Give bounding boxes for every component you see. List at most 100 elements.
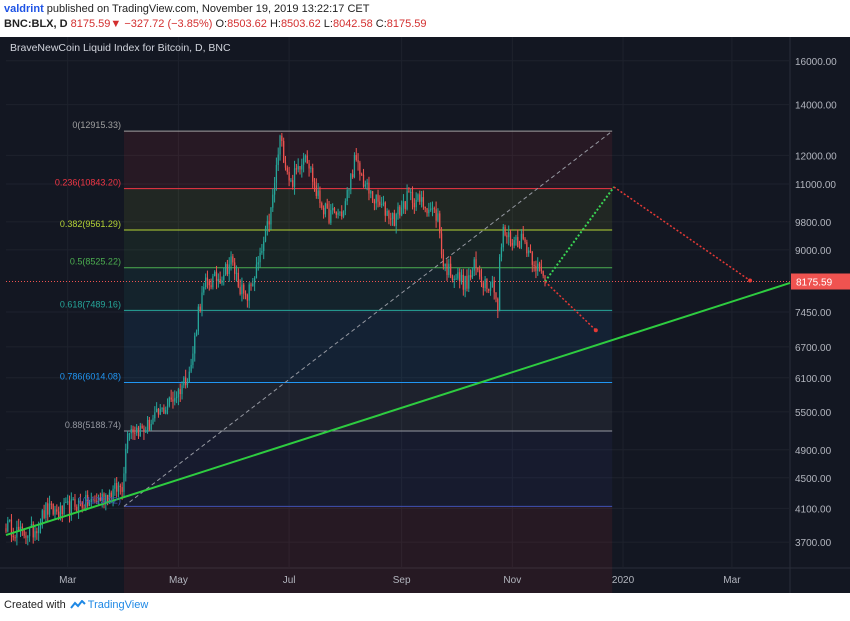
candle-body bbox=[194, 335, 196, 354]
chart-header: valdrint published on TradingView.com, N… bbox=[4, 2, 427, 32]
candle-body bbox=[493, 280, 495, 293]
candle-body bbox=[36, 531, 38, 534]
candle-body bbox=[284, 162, 287, 168]
candle-body bbox=[114, 483, 116, 489]
candle-body bbox=[464, 275, 466, 290]
candle-body bbox=[475, 259, 477, 268]
candle-body bbox=[346, 190, 348, 202]
fib-zone bbox=[123, 188, 613, 231]
candle-body bbox=[433, 208, 435, 210]
candle-body bbox=[283, 141, 285, 163]
candle-body bbox=[279, 135, 281, 155]
open-value: 8503.62 bbox=[227, 18, 267, 30]
candle-body bbox=[504, 226, 506, 236]
candle-body bbox=[266, 221, 268, 229]
publish-line: valdrint published on TradingView.com, N… bbox=[4, 2, 427, 17]
candle-body bbox=[431, 208, 434, 210]
candle-body bbox=[186, 382, 189, 386]
symbol-label: BNC:BLX, D bbox=[4, 18, 68, 30]
candle-body bbox=[215, 271, 218, 282]
created-with-label: Created with bbox=[4, 599, 66, 611]
candle-body bbox=[94, 500, 96, 502]
candle-body bbox=[272, 194, 274, 208]
candle-body bbox=[482, 282, 484, 288]
candle-body bbox=[27, 536, 29, 538]
candle-body bbox=[533, 264, 535, 266]
candle-body bbox=[397, 206, 399, 215]
price-tick-label: 4100.00 bbox=[795, 504, 832, 515]
fib-level-label: 0.236(10843.20) bbox=[55, 178, 121, 188]
candle-body bbox=[63, 502, 65, 515]
candle-body bbox=[130, 428, 132, 434]
candle-body bbox=[288, 171, 290, 181]
candle-body bbox=[426, 208, 428, 214]
candle-body bbox=[315, 185, 317, 196]
candle-body bbox=[518, 247, 521, 249]
candle-body bbox=[90, 498, 92, 503]
fib-level-label: 0.5(8525.22) bbox=[70, 257, 121, 267]
candle-body bbox=[459, 272, 461, 282]
candle-body bbox=[103, 493, 105, 503]
candle-body bbox=[43, 510, 45, 518]
close-label: C: bbox=[375, 18, 387, 30]
candle-body bbox=[529, 250, 532, 253]
price-chart[interactable]: 0(12915.33) 0.236(10843.20) 0.382(9561.29)… bbox=[0, 37, 850, 593]
price-tick-label: 12000.00 bbox=[795, 151, 837, 162]
tradingview-logo[interactable]: TradingView bbox=[69, 599, 149, 611]
candle-body bbox=[342, 210, 345, 217]
candle-body bbox=[30, 524, 33, 528]
candle-body bbox=[420, 197, 423, 202]
candle-body bbox=[181, 385, 183, 395]
candle-body bbox=[524, 238, 526, 243]
last-price: 8175.59 bbox=[70, 18, 111, 30]
candle-body bbox=[402, 201, 405, 208]
candle-body bbox=[508, 232, 510, 238]
fib-trend-line bbox=[123, 130, 613, 507]
fib-zone bbox=[123, 382, 613, 431]
candle-body bbox=[415, 199, 417, 208]
candle-body bbox=[7, 520, 9, 532]
candle-body bbox=[28, 527, 31, 537]
candle-body bbox=[248, 284, 250, 301]
candle-body bbox=[32, 524, 34, 538]
candle-body bbox=[500, 247, 503, 258]
price-tick-label: 9000.00 bbox=[795, 246, 832, 257]
candle-body bbox=[145, 431, 147, 433]
candle-body bbox=[223, 275, 225, 281]
candle-body bbox=[322, 207, 325, 215]
candle-body bbox=[468, 275, 470, 289]
candle-body bbox=[126, 433, 129, 449]
candle-body bbox=[50, 503, 53, 505]
candle-body bbox=[253, 278, 256, 284]
candle-body bbox=[210, 285, 212, 288]
candle-body bbox=[59, 505, 62, 518]
projection-down-line bbox=[613, 186, 751, 282]
candle-body bbox=[39, 524, 42, 527]
price-change: −327.72 (−3.85%) bbox=[124, 18, 213, 30]
fib-level-label: 0(12915.33) bbox=[72, 120, 121, 130]
candle-body bbox=[542, 270, 544, 276]
author-link[interactable]: valdrint bbox=[4, 3, 44, 15]
tradingview-brand: TradingView bbox=[87, 599, 149, 611]
price-tick-label: 14000.00 bbox=[795, 101, 837, 112]
candle-body bbox=[375, 194, 377, 204]
candle-body bbox=[250, 284, 252, 286]
candle-body bbox=[479, 270, 481, 277]
candle-body bbox=[517, 237, 519, 248]
candle-body bbox=[221, 280, 223, 284]
projection-up-line bbox=[544, 186, 615, 283]
candle-body bbox=[121, 487, 123, 492]
price-tick-label: 4500.00 bbox=[795, 474, 832, 485]
candle-body bbox=[175, 397, 178, 399]
candle-body bbox=[491, 280, 494, 288]
candle-body bbox=[224, 264, 227, 276]
candle-body bbox=[273, 182, 276, 195]
footer: Created with TradingView bbox=[4, 599, 148, 611]
candle-body bbox=[146, 419, 149, 432]
candle-body bbox=[537, 263, 539, 272]
candle-body bbox=[110, 492, 112, 499]
price-tick-label: 3700.00 bbox=[795, 538, 832, 549]
candle-body bbox=[351, 174, 354, 178]
publish-info: published on TradingView.com, November 1… bbox=[46, 3, 370, 15]
candle-body bbox=[85, 494, 87, 509]
